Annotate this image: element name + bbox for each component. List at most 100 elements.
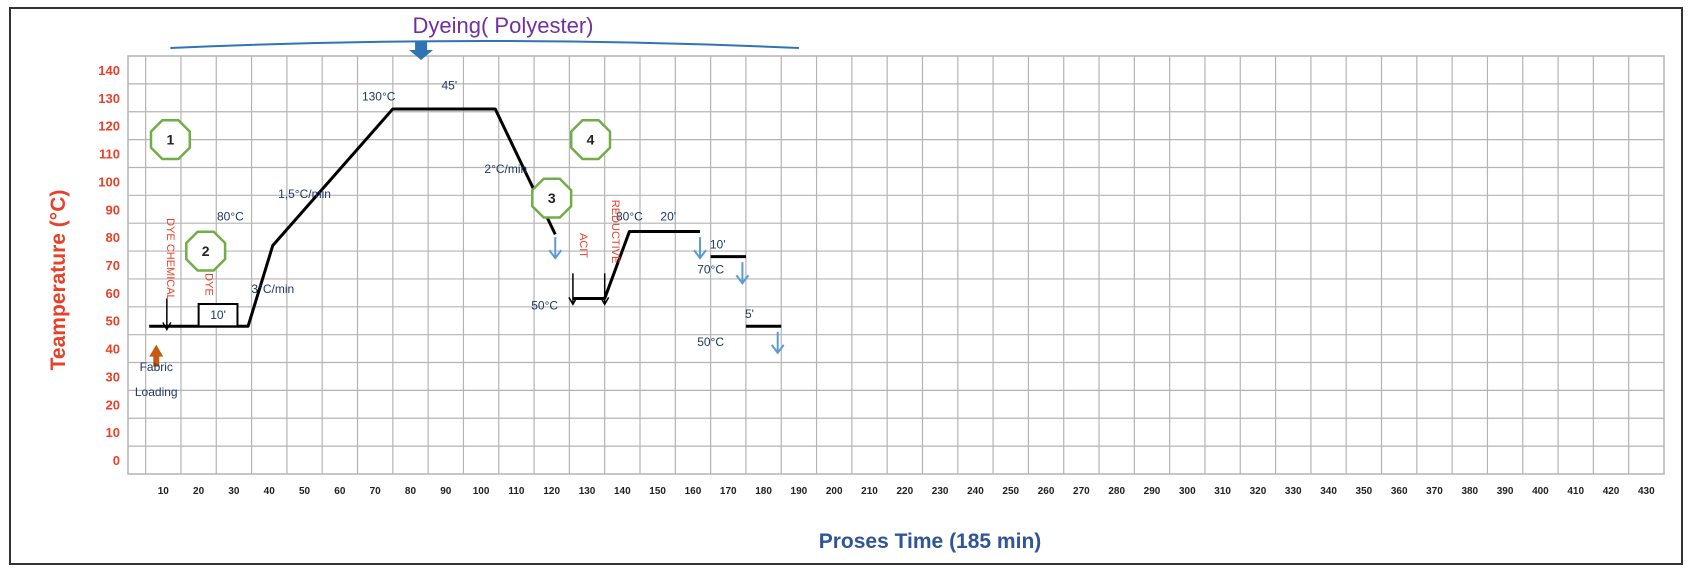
- addition-arrow-head: [568, 296, 578, 306]
- x-tick-label: 70: [370, 486, 382, 497]
- x-tick-label: 100: [473, 486, 490, 497]
- y-tick-label: 90: [106, 202, 120, 217]
- y-tick-label: 130: [98, 91, 120, 106]
- vertical-step-label: REDUCTIVE: [609, 200, 621, 264]
- drain-arrow-head: [548, 249, 563, 260]
- x-tick-label: 80: [405, 486, 417, 497]
- x-tick-label: 150: [649, 486, 666, 497]
- x-tick-label: 120: [543, 486, 560, 497]
- y-tick-label: 60: [106, 286, 120, 301]
- chart-title: Dyeing( Polyester): [413, 13, 594, 38]
- step-marker: [531, 177, 573, 219]
- step-marker: [569, 118, 612, 161]
- annotation-label: 45': [442, 78, 458, 92]
- x-tick-label: 340: [1320, 486, 1337, 497]
- annotation-label: Fabric: [140, 360, 173, 374]
- x-tick-label: 370: [1426, 486, 1443, 497]
- y-axis-label: Teamperature (°C): [47, 190, 70, 371]
- y-tick-label: 50: [106, 314, 120, 329]
- profile-line: [572, 230, 701, 300]
- annotation-label: Loading: [135, 385, 178, 399]
- fabric-loading-arrow-icon: [149, 344, 164, 367]
- vertical-step-label: DYE: [203, 273, 215, 296]
- drain-arrow-head: [770, 344, 785, 355]
- x-tick-label: 350: [1356, 486, 1373, 497]
- x-tick-label: 10: [158, 486, 170, 497]
- vertical-step-label: DYE CHEMICAL: [164, 218, 176, 301]
- annotation-label: 20': [660, 209, 676, 223]
- x-tick-label: 140: [614, 486, 631, 497]
- outer-border: [9, 7, 1683, 565]
- dye-box: [197, 303, 239, 328]
- annotation-label: 3°C/min: [251, 282, 294, 296]
- x-tick-label: 230: [932, 486, 949, 497]
- x-tick-label: 170: [720, 486, 737, 497]
- y-tick-label: 80: [106, 230, 120, 245]
- x-tick-label: 250: [1002, 486, 1019, 497]
- marks: [149, 40, 799, 367]
- x-tick-label: 40: [264, 486, 276, 497]
- y-tick-label: 20: [106, 397, 120, 412]
- x-tick-label: 310: [1214, 486, 1231, 497]
- annotation-label: 50°C: [531, 299, 558, 313]
- y-tick-label: 40: [106, 342, 120, 357]
- x-tick-label: 290: [1144, 486, 1161, 497]
- x-tick-label: 200: [826, 486, 843, 497]
- step-marker-number: 2: [202, 243, 210, 259]
- annotation-label: 130°C: [362, 90, 396, 104]
- x-tick-label: 260: [1038, 486, 1055, 497]
- x-tick-label: 50: [299, 486, 311, 497]
- x-tick-label: 220: [896, 486, 913, 497]
- annotation-label: 80°C: [616, 209, 643, 223]
- y-tick-label: 120: [98, 119, 120, 134]
- y-tick-label: 30: [106, 369, 120, 384]
- addition-arrow-head: [600, 296, 610, 306]
- process-arrow-icon: [409, 41, 434, 60]
- annotation-label: 10': [710, 237, 726, 251]
- x-tick-label: 400: [1532, 486, 1549, 497]
- step-marker: [185, 230, 227, 272]
- x-tick-label: 380: [1461, 486, 1478, 497]
- x-tick-label: 420: [1603, 486, 1620, 497]
- annotation-label: 70°C: [697, 262, 724, 276]
- x-tick-label: 240: [967, 486, 984, 497]
- y-tick-label: 70: [106, 258, 120, 273]
- x-tick-label: 430: [1638, 486, 1655, 497]
- annotation-label: 2°C/min: [484, 162, 527, 176]
- annotation-label: 1,5°C/min: [278, 187, 331, 201]
- step-marker-number: 3: [548, 190, 556, 206]
- dye-box-label: 10': [210, 308, 226, 322]
- x-tick-label: 280: [1108, 486, 1125, 497]
- process-brace: [170, 40, 799, 49]
- y-tick-label: 10: [106, 425, 120, 440]
- plot-area: [127, 55, 1665, 475]
- x-tick-label: 410: [1567, 486, 1584, 497]
- x-tick-label: 210: [861, 486, 878, 497]
- x-tick-label: 390: [1497, 486, 1514, 497]
- y-tick-label: 140: [98, 63, 120, 78]
- x-tick-label: 180: [755, 486, 772, 497]
- step-marker-number: 1: [166, 132, 174, 148]
- x-tick-label: 190: [791, 486, 808, 497]
- annotation-label: 50°C: [697, 335, 724, 349]
- drain-arrow-head: [693, 249, 707, 260]
- x-tick-label: 360: [1391, 486, 1408, 497]
- x-tick-label: 20: [193, 486, 205, 497]
- x-tick-label: 270: [1073, 486, 1090, 497]
- annotation-label: 5': [745, 307, 754, 321]
- step-marker-number: 4: [587, 132, 595, 148]
- y-tick-label: 0: [113, 453, 120, 468]
- y-tick-label: 110: [99, 147, 120, 162]
- vertical-step-label: ACIT: [577, 233, 589, 258]
- x-axis-label: Proses Time (185 min): [819, 530, 1042, 553]
- grid: [127, 55, 1665, 475]
- y-tick-label: 100: [98, 174, 120, 189]
- x-tick-label: 320: [1250, 486, 1267, 497]
- annotation-label: 80°C: [217, 209, 244, 223]
- x-tick-label: 90: [440, 486, 452, 497]
- drain-arrow-head: [735, 274, 750, 285]
- text-layer: Dyeing( Polyester) Proses Time (185 min)…: [47, 13, 1041, 553]
